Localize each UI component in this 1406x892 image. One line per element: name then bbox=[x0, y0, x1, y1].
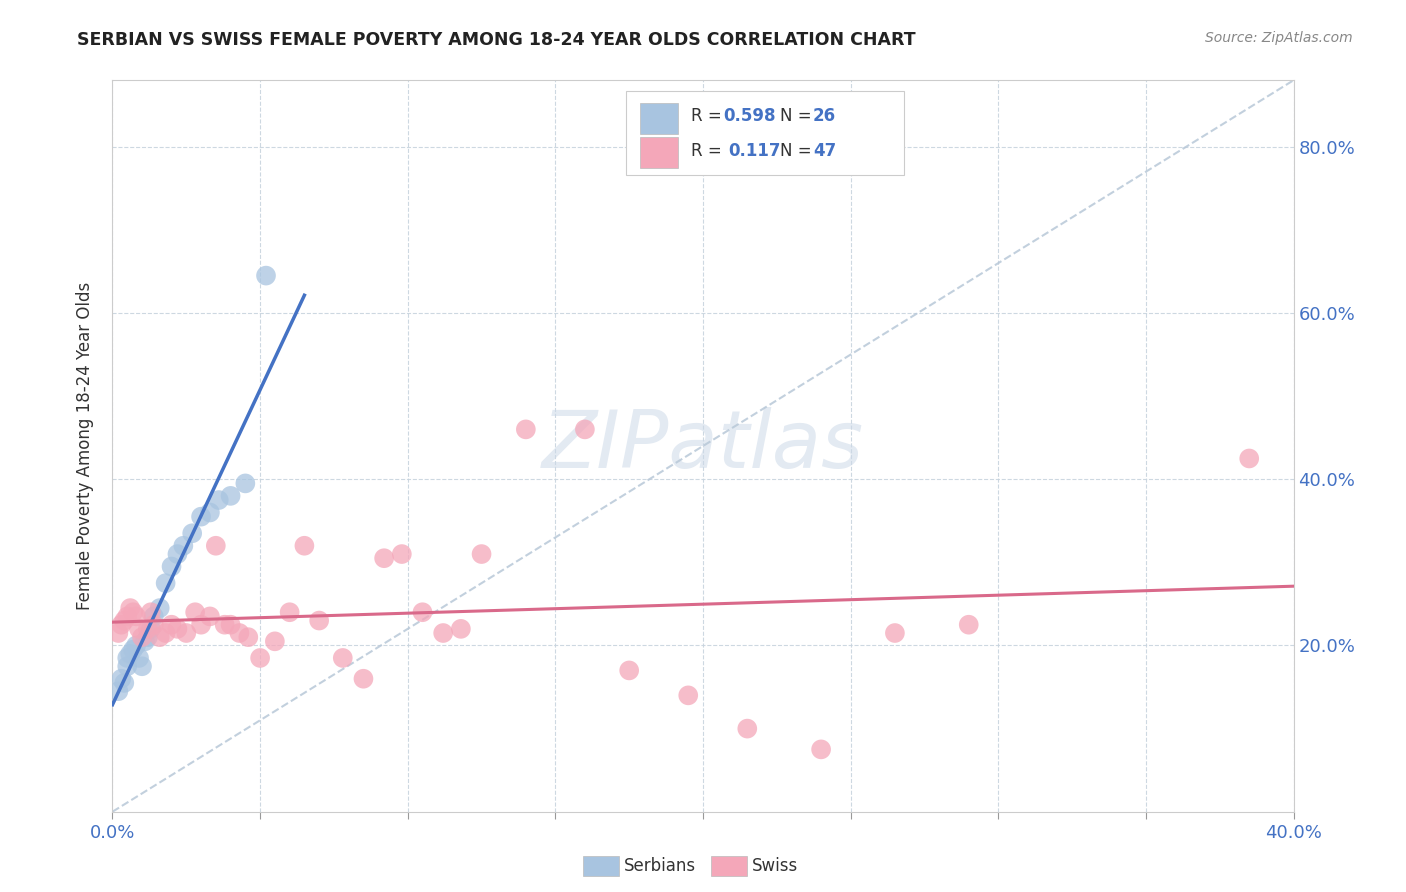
Point bbox=[112, 614, 135, 628]
Point bbox=[131, 630, 153, 644]
Point bbox=[332, 651, 354, 665]
Point bbox=[155, 576, 177, 591]
FancyBboxPatch shape bbox=[640, 103, 678, 134]
Text: N =: N = bbox=[780, 142, 817, 161]
Point bbox=[160, 559, 183, 574]
Point bbox=[957, 617, 980, 632]
Point bbox=[208, 493, 231, 508]
Point bbox=[166, 547, 188, 561]
Point bbox=[142, 617, 165, 632]
Point bbox=[450, 622, 472, 636]
Text: R =: R = bbox=[692, 142, 733, 161]
Text: Source: ZipAtlas.com: Source: ZipAtlas.com bbox=[1205, 31, 1353, 45]
Point bbox=[278, 605, 301, 619]
Text: R =: R = bbox=[692, 107, 727, 125]
Point bbox=[574, 422, 596, 436]
Point bbox=[228, 626, 250, 640]
Point bbox=[134, 634, 156, 648]
Text: SERBIAN VS SWISS FEMALE POVERTY AMONG 18-24 YEAR OLDS CORRELATION CHART: SERBIAN VS SWISS FEMALE POVERTY AMONG 18… bbox=[77, 31, 915, 49]
Point bbox=[198, 609, 221, 624]
Point bbox=[810, 742, 832, 756]
Text: 26: 26 bbox=[813, 107, 837, 125]
Point bbox=[149, 630, 172, 644]
Point bbox=[432, 626, 454, 640]
Point bbox=[292, 539, 315, 553]
Text: 47: 47 bbox=[813, 142, 837, 161]
Point bbox=[117, 659, 138, 673]
Point bbox=[128, 651, 150, 665]
Point bbox=[107, 684, 129, 698]
Point bbox=[184, 605, 207, 619]
Point bbox=[110, 617, 132, 632]
Point bbox=[166, 622, 188, 636]
Point bbox=[233, 476, 256, 491]
Point bbox=[214, 617, 236, 632]
Point bbox=[172, 539, 194, 553]
FancyBboxPatch shape bbox=[626, 91, 904, 176]
Point bbox=[238, 630, 260, 644]
Point bbox=[373, 551, 395, 566]
Point bbox=[1239, 451, 1261, 466]
Point bbox=[174, 626, 197, 640]
Point bbox=[142, 609, 165, 624]
Point bbox=[181, 526, 204, 541]
Point bbox=[136, 622, 159, 636]
Point bbox=[107, 626, 129, 640]
Point bbox=[190, 509, 212, 524]
Point bbox=[125, 609, 148, 624]
Point bbox=[249, 651, 271, 665]
Point bbox=[122, 605, 145, 619]
Point bbox=[205, 539, 228, 553]
Point bbox=[120, 647, 142, 661]
Point bbox=[155, 626, 177, 640]
Text: 0.598: 0.598 bbox=[723, 107, 776, 125]
Point bbox=[884, 626, 907, 640]
Point bbox=[391, 547, 413, 561]
Y-axis label: Female Poverty Among 18-24 Year Olds: Female Poverty Among 18-24 Year Olds bbox=[76, 282, 94, 610]
Point bbox=[128, 622, 150, 636]
Point bbox=[117, 609, 138, 624]
Point bbox=[131, 659, 153, 673]
Point bbox=[117, 651, 138, 665]
Point bbox=[254, 268, 277, 283]
FancyBboxPatch shape bbox=[640, 137, 678, 168]
Point bbox=[352, 672, 374, 686]
Point bbox=[470, 547, 494, 561]
Point bbox=[139, 605, 162, 619]
Text: Serbians: Serbians bbox=[624, 857, 696, 875]
Point bbox=[219, 617, 242, 632]
Point bbox=[678, 689, 700, 703]
Text: Swiss: Swiss bbox=[752, 857, 799, 875]
Point bbox=[515, 422, 537, 436]
Point bbox=[190, 617, 212, 632]
Point bbox=[160, 617, 183, 632]
Text: N =: N = bbox=[780, 107, 817, 125]
Point bbox=[125, 639, 148, 653]
Point bbox=[737, 722, 759, 736]
Text: ZIPatlas: ZIPatlas bbox=[541, 407, 865, 485]
Point bbox=[136, 630, 159, 644]
Point bbox=[149, 601, 172, 615]
Point bbox=[112, 676, 135, 690]
Point bbox=[198, 506, 221, 520]
Point bbox=[264, 634, 287, 648]
Point bbox=[122, 642, 145, 657]
Point bbox=[120, 601, 142, 615]
Point bbox=[219, 489, 242, 503]
Point bbox=[308, 614, 330, 628]
Point bbox=[411, 605, 433, 619]
Point bbox=[139, 622, 162, 636]
Text: 0.117: 0.117 bbox=[728, 142, 780, 161]
Point bbox=[110, 672, 132, 686]
Point bbox=[619, 664, 641, 678]
